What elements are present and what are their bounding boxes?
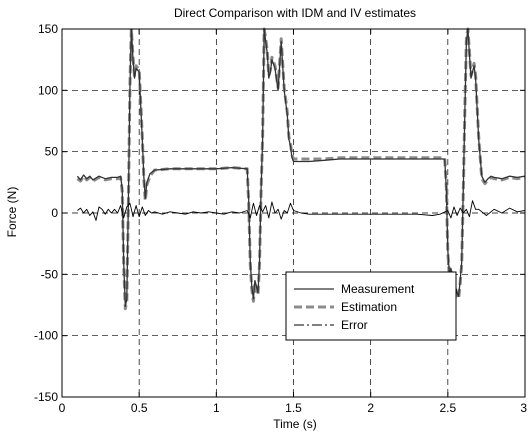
x-tick-label: 2.5 bbox=[439, 401, 456, 415]
series-line-error bbox=[77, 200, 526, 221]
y-tick-label: -150 bbox=[34, 390, 58, 404]
y-tick-label: -50 bbox=[41, 267, 59, 281]
y-tick-label: 100 bbox=[38, 83, 58, 97]
x-axis-label: Time (s) bbox=[273, 417, 317, 431]
legend-label-measurement: Measurement bbox=[341, 282, 415, 296]
legend: Measurement Estimation Error bbox=[285, 271, 457, 341]
y-tick-label: 50 bbox=[45, 145, 59, 159]
y-tick-label: -100 bbox=[34, 329, 58, 343]
y-tick-label: 150 bbox=[38, 22, 58, 36]
x-tick-label: 1.5 bbox=[285, 401, 302, 415]
legend-box bbox=[285, 271, 457, 341]
axis-ticks: 0 0.5 1 1.5 2 2.5 3 -150 -100 -50 0 50 100 150 bbox=[34, 22, 527, 415]
x-tick-label: 0 bbox=[59, 401, 66, 415]
x-tick-label: 0.5 bbox=[131, 401, 148, 415]
x-tick-label: 2 bbox=[367, 401, 374, 415]
series-line-measurement bbox=[76, 28, 526, 307]
chart-title: Direct Comparison with IDM and IV estima… bbox=[174, 6, 416, 20]
x-tick-label: 1 bbox=[213, 401, 220, 415]
legend-label-error: Error bbox=[341, 318, 368, 332]
x-tick-label: 3 bbox=[520, 401, 527, 415]
legend-label-estimation: Estimation bbox=[341, 300, 397, 314]
y-tick-label: 0 bbox=[51, 206, 58, 220]
series-layer bbox=[76, 27, 526, 311]
y-axis-label: Force (N) bbox=[5, 187, 19, 238]
